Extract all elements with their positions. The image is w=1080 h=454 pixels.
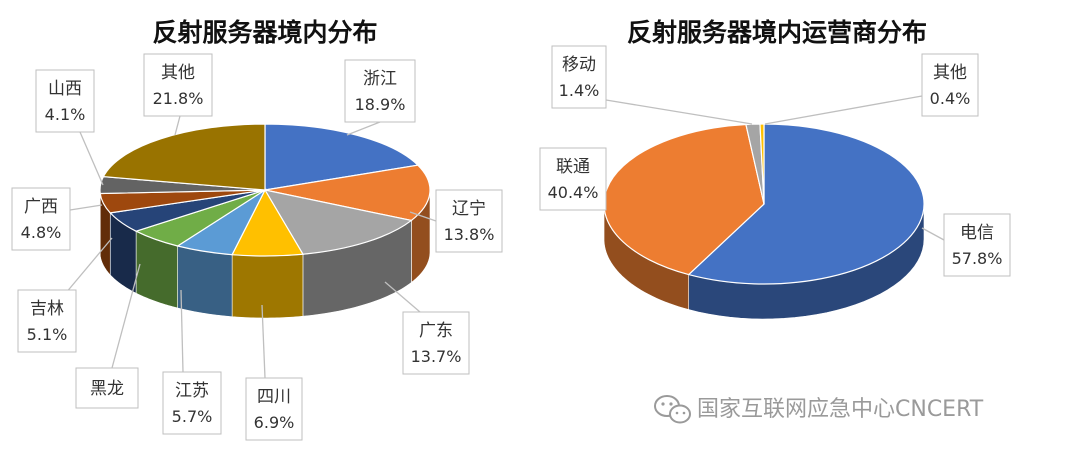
slice-name-label: 黑龙 — [90, 379, 124, 399]
pie-chart-province — [99, 123, 431, 319]
slice-value-label: 13.7% — [411, 347, 462, 366]
slice-value-label: 0.4% — [930, 89, 971, 108]
pie-1-slice-1 — [264, 164, 431, 222]
leader-line-1-4 — [180, 289, 184, 373]
callout-box-1-6 — [17, 289, 77, 353]
pie-1-slice-2 — [263, 189, 413, 255]
pie-chart-operator — [603, 123, 925, 320]
slice-name-label: 联通 — [556, 157, 590, 177]
callout-box-2-2 — [551, 45, 607, 109]
pie-1-slice-0 — [264, 123, 420, 191]
callout-box-1-8 — [35, 69, 95, 133]
slice-value-label: 21.8% — [153, 89, 204, 108]
leader-line-1-3 — [261, 304, 266, 379]
pie-1-side-3 — [231, 253, 304, 319]
slice-name-label: 电信 — [960, 223, 994, 243]
chart-1-title: 反射服务器境内分布 — [152, 18, 377, 47]
leader-line-1-2 — [384, 281, 421, 313]
slice-value-label: 4.1% — [45, 105, 86, 124]
leader-line-2-3 — [764, 95, 923, 125]
slice-value-label: 5.7% — [172, 407, 213, 426]
slice-name-label: 山西 — [48, 79, 82, 99]
pie-2-labels: 电信 57.8% 联通 40.4% 移动 1.4% 其他 0.4% — [539, 45, 1011, 277]
callout-box-2-1 — [539, 147, 607, 211]
callout-box-1-1 — [435, 189, 503, 253]
callout-box-1-5 — [75, 367, 139, 409]
pie-1-side-4 — [177, 245, 233, 318]
slice-name-label: 浙江 — [363, 69, 397, 89]
slice-name-label: 四川 — [257, 387, 291, 407]
slice-name-label: 吉林 — [30, 299, 64, 319]
leader-line-2-2 — [605, 99, 753, 125]
pie-1-tops — [99, 123, 431, 257]
pie-1-slice-9 — [102, 123, 266, 191]
slice-value-label: 40.4% — [548, 183, 599, 202]
pie-2-slice-1 — [603, 123, 765, 276]
slice-name-label: 其他 — [161, 63, 195, 83]
slice-name-label: 广东 — [419, 321, 453, 341]
pie-2-tops — [603, 123, 925, 285]
pie-1-labels: 浙江 18.9% 辽宁 13.8% 广东 13.7% 四川 6.9% 江苏 5.7% 黑龙 吉林 5.1… — [11, 53, 503, 441]
chart-2-title: 反射服务器境内运营商分布 — [627, 18, 927, 47]
callout-box-1-9 — [143, 53, 213, 117]
slice-name-label: 江苏 — [175, 381, 209, 401]
pie-1-sides — [99, 190, 431, 319]
leader-line-1-0 — [346, 121, 381, 136]
slice-value-label: 6.9% — [254, 413, 295, 432]
callout-box-1-7 — [11, 187, 71, 251]
wechat-icon — [654, 395, 691, 424]
pie-2-slice-0 — [687, 123, 925, 285]
callout-box-2-0 — [943, 213, 1011, 277]
callout-box-1-0 — [344, 59, 416, 123]
slice-value-label: 57.8% — [952, 249, 1003, 268]
slice-value-label: 18.9% — [355, 95, 406, 114]
slice-name-label: 广西 — [24, 197, 58, 217]
slice-value-label: 13.8% — [444, 225, 495, 244]
leader-line-1-1 — [409, 211, 437, 222]
callout-box-1-2 — [402, 311, 470, 375]
watermark-text: 国家互联网应急中心CNCERT — [697, 397, 984, 422]
leader-line-1-9 — [174, 115, 181, 136]
leader-line-1-7 — [69, 204, 103, 211]
slice-name-label: 其他 — [933, 63, 967, 83]
slice-value-label: 4.8% — [21, 223, 62, 242]
slice-name-label: 移动 — [562, 55, 596, 75]
pie-2-slice-3 — [759, 123, 765, 205]
slice-name-label: 辽宁 — [452, 199, 486, 219]
leader-line-1-8 — [79, 131, 104, 186]
callout-box-1-3 — [245, 377, 303, 441]
leader-line-2-0 — [921, 227, 945, 241]
callout-box-1-4 — [162, 371, 222, 435]
callout-box-2-3 — [921, 53, 979, 117]
slice-value-label: 5.1% — [27, 325, 68, 344]
watermark: 国家互联网应急中心CNCERT — [654, 395, 984, 424]
slice-value-label: 1.4% — [559, 81, 600, 100]
leader-line-1-5 — [111, 263, 141, 369]
